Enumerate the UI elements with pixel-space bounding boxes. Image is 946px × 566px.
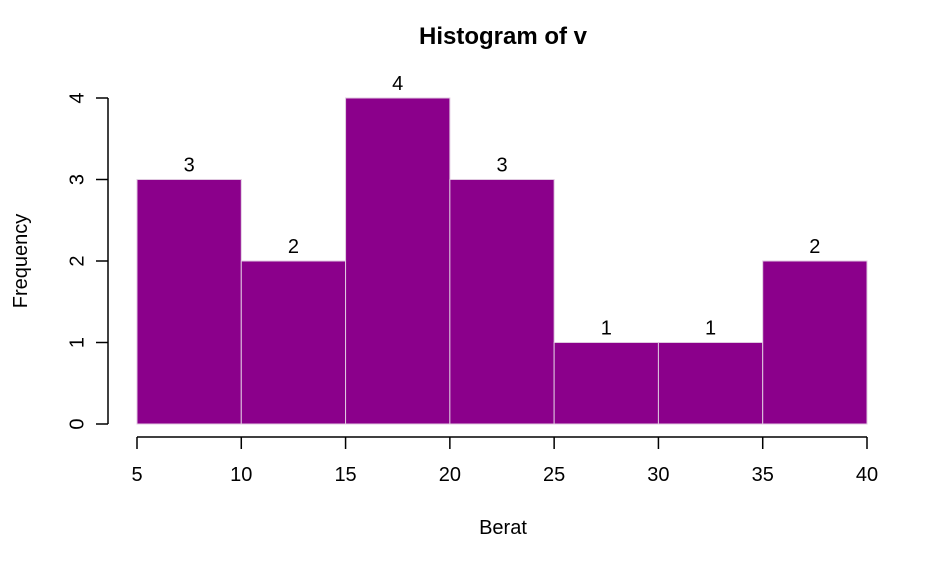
bar-value-label: 1	[601, 318, 612, 340]
x-tick-label: 35	[752, 464, 774, 486]
x-axis: 5 10 15 20 25 30 35 40	[131, 436, 878, 486]
x-tick-label: 25	[543, 464, 565, 486]
histogram-bar	[136, 179, 242, 425]
y-tick-label: 0	[66, 418, 88, 429]
bar-value-label: 4	[392, 73, 403, 95]
bar-value-label: 3	[184, 155, 195, 177]
bar-value-label: 3	[496, 155, 507, 177]
bars-group	[136, 97, 868, 425]
histogram-bar	[553, 342, 659, 425]
y-axis-label: Frequency	[10, 214, 32, 309]
x-tick-label: 30	[647, 464, 669, 486]
data-labels-group: 3 2 4 3 1 1 2	[184, 73, 821, 340]
histogram-bar	[762, 260, 868, 425]
x-tick-label: 40	[856, 464, 878, 486]
bar-value-label: 2	[288, 236, 299, 258]
x-axis-label: Berat	[479, 517, 527, 539]
y-axis: 0 1 2 3 4	[66, 92, 109, 430]
bar-value-label: 1	[705, 318, 716, 340]
x-tick-label: 5	[131, 464, 142, 486]
bar-value-label: 2	[809, 236, 820, 258]
y-tick-label: 2	[66, 255, 88, 266]
histogram-bar	[240, 260, 347, 425]
y-tick-label: 3	[66, 174, 88, 185]
x-tick-label: 10	[230, 464, 252, 486]
histogram-bar	[449, 179, 555, 425]
x-tick-label: 15	[334, 464, 356, 486]
x-tick-label: 20	[439, 464, 461, 486]
histogram-bar	[345, 97, 451, 425]
y-tick-label: 1	[66, 337, 88, 348]
histogram-bar	[657, 342, 764, 425]
y-tick-label: 4	[66, 92, 88, 103]
chart-title: Histogram of v	[419, 23, 588, 50]
